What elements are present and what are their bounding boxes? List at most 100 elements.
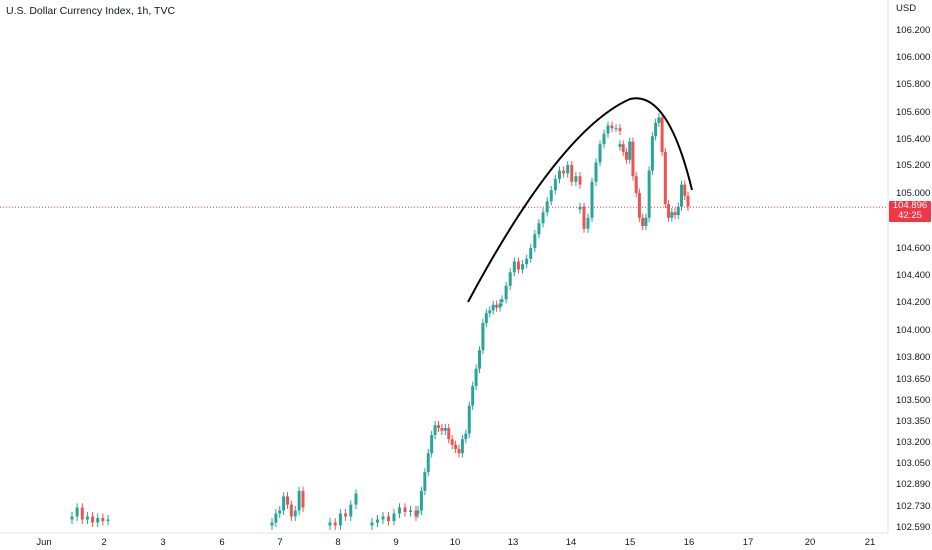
- candle-body: [660, 117, 664, 152]
- candle-body: [450, 439, 454, 445]
- y-tick-label: 103.650: [896, 374, 930, 385]
- y-tick-label: 103.200: [896, 437, 930, 448]
- candle-body: [282, 496, 286, 511]
- candle-body: [454, 444, 458, 449]
- candle-body: [670, 212, 674, 218]
- candle-body: [606, 125, 610, 134]
- candle-body: [274, 513, 278, 523]
- candle-body: [657, 117, 661, 123]
- x-tick-label: 16: [684, 537, 695, 548]
- rounding-top-arc[interactable]: [467, 97, 693, 303]
- x-tick-label: 21: [865, 537, 876, 548]
- x-tick-label: 15: [625, 537, 636, 548]
- candle-body: [602, 133, 606, 145]
- candle-body: [270, 522, 274, 526]
- candle-body: [676, 206, 680, 215]
- candle-body: [566, 165, 570, 174]
- candle-body: [370, 522, 374, 526]
- candle-body: [582, 206, 586, 229]
- candle-body: [673, 212, 677, 215]
- candle-body: [301, 490, 305, 508]
- x-tick-label: 3: [160, 537, 165, 548]
- candle-body: [680, 184, 684, 207]
- y-tick-label: 105.600: [896, 107, 930, 118]
- candle-body: [624, 152, 628, 160]
- candle-body: [478, 350, 481, 369]
- candle-body: [537, 223, 541, 235]
- candle-body: [631, 141, 635, 177]
- candle-body: [464, 433, 468, 440]
- candle-body: [663, 152, 667, 204]
- y-tick-label: 105.400: [896, 134, 930, 145]
- candle-body: [634, 176, 638, 193]
- candle-body: [349, 504, 353, 517]
- candle-body: [467, 405, 471, 434]
- candle-body: [80, 507, 84, 520]
- candle-body: [686, 195, 690, 207]
- candle-body: [621, 144, 625, 152]
- candle-body: [637, 193, 641, 218]
- candle-body: [278, 510, 282, 514]
- x-tick-label: 8: [335, 537, 340, 548]
- candle-body: [481, 323, 485, 351]
- candle-body: [574, 176, 578, 182]
- candle-body: [504, 285, 508, 300]
- x-axis: Jun 2 3 6 7 8 9 10 13 14 15 16 17 20 21: [36, 537, 875, 548]
- candle-body: [338, 513, 342, 526]
- candle-body: [85, 516, 89, 520]
- candle-body: [586, 217, 590, 229]
- candle-body: [641, 217, 645, 226]
- candle-body: [562, 170, 566, 174]
- y-tick-label: 102.730: [896, 501, 930, 512]
- candle-body: [443, 428, 447, 431]
- candle-body: [75, 507, 79, 517]
- candle-body: [484, 313, 488, 323]
- candle-body: [647, 170, 651, 218]
- candle-body: [618, 128, 622, 131]
- y-tick-label: 103.350: [896, 416, 930, 427]
- candle-body: [297, 490, 301, 511]
- candle-body: [398, 507, 401, 514]
- y-tick-label: 105.200: [896, 160, 930, 171]
- y-tick-label: 104.400: [896, 270, 930, 281]
- last-price-value: 104.896: [892, 200, 928, 211]
- y-tick-label: 104.600: [896, 243, 930, 254]
- candle-body: [500, 299, 504, 302]
- candle-body: [644, 217, 648, 226]
- candle-body: [344, 513, 348, 517]
- candle-body: [96, 518, 100, 523]
- candle-body: [433, 425, 437, 435]
- candle-body: [533, 234, 537, 248]
- price-axis-currency: USD: [896, 3, 916, 14]
- y-tick-label: 103.050: [896, 458, 930, 469]
- candle-body: [618, 144, 622, 147]
- y-tick-label: 105.800: [896, 79, 930, 90]
- x-tick-label: 14: [566, 537, 577, 548]
- candle-body: [614, 128, 618, 130]
- candle-body: [286, 496, 289, 505]
- candle-body: [570, 165, 574, 182]
- candles: [70, 113, 690, 530]
- candle-body: [488, 310, 492, 314]
- candle-body: [354, 493, 358, 505]
- candle-body: [545, 201, 549, 213]
- y-tick-label: 103.500: [896, 395, 930, 406]
- candle-body: [91, 516, 95, 523]
- candle-body: [426, 453, 430, 473]
- candle-body: [419, 490, 423, 511]
- candle-body: [594, 162, 598, 182]
- candle-body: [392, 513, 396, 521]
- candle-body: [516, 261, 520, 270]
- last-price-tag: 104.896 42:25: [889, 201, 931, 222]
- y-tick-label: 103.800: [896, 352, 930, 363]
- chart-title: U.S. Dollar Currency Index, 1h, TVC: [6, 5, 176, 17]
- candle-body: [553, 179, 557, 191]
- candle-body: [403, 507, 407, 512]
- y-tick-label: 104.000: [896, 325, 930, 336]
- candle-body: [101, 518, 105, 521]
- candle-body: [293, 510, 297, 517]
- x-tick-label: 7: [277, 537, 282, 548]
- candle-body: [387, 516, 390, 521]
- candle-body: [495, 304, 499, 308]
